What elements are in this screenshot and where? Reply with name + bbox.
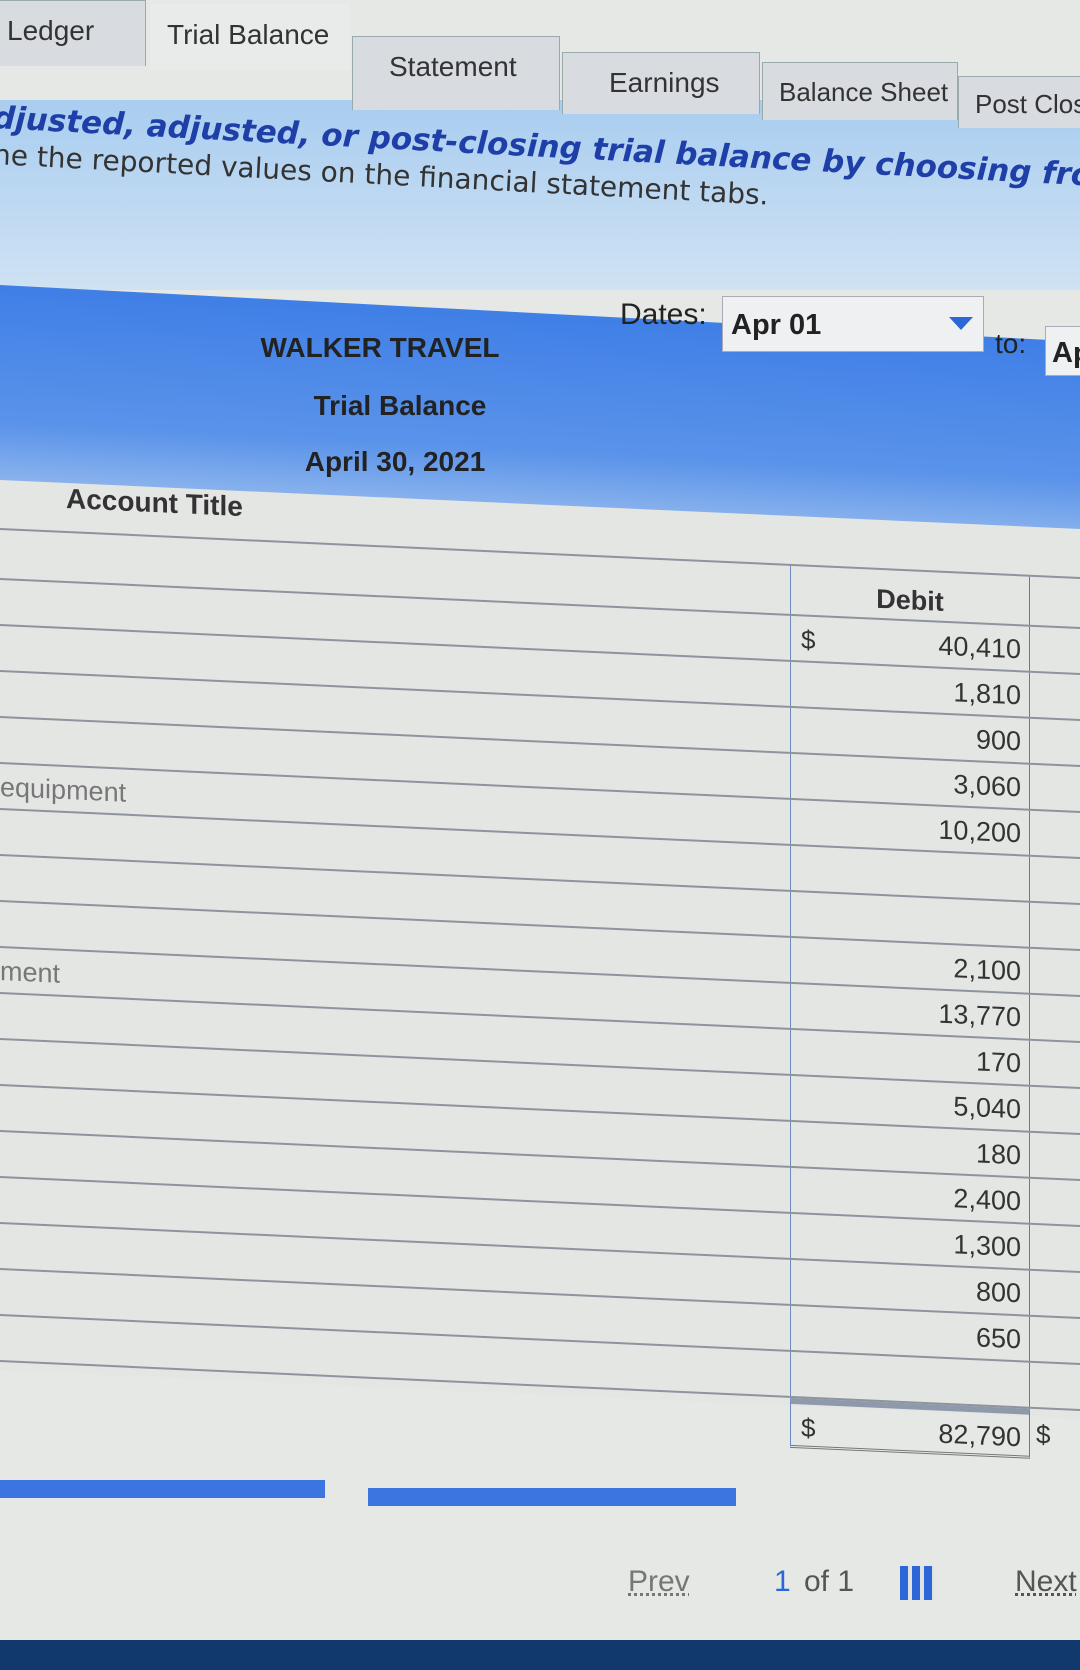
debit-value: 2,400 xyxy=(953,1183,1021,1217)
taskbar xyxy=(0,1640,1080,1670)
debit-value: 3,060 xyxy=(953,769,1021,803)
report-title: Trial Balance xyxy=(313,390,487,421)
date-from-value: Apr 01 xyxy=(731,309,822,341)
debit-value: 5,040 xyxy=(953,1091,1021,1125)
tab-balance-sheet[interactable]: Balance Sheet xyxy=(762,62,958,120)
date-from-dropdown[interactable]: Apr 01 xyxy=(722,296,984,352)
tab-label: Post Clos xyxy=(975,89,1080,119)
debit-total: 82,790 xyxy=(938,1418,1021,1453)
account-title-cell[interactable]: equipment xyxy=(0,772,127,808)
next-link[interactable]: Next xyxy=(1015,1565,1077,1598)
debit-value: 10,200 xyxy=(938,814,1021,849)
report-date: April 30, 2021 xyxy=(304,446,486,477)
prev-link[interactable]: Prev xyxy=(628,1565,690,1598)
debit-value: 650 xyxy=(975,1322,1021,1355)
debit-value: 170 xyxy=(975,1046,1021,1079)
tab-label: Ledger xyxy=(7,15,95,46)
currency-symbol: $ xyxy=(801,624,816,656)
date-to-value: Ap xyxy=(1052,337,1080,369)
grid-icon[interactable] xyxy=(900,1566,934,1600)
debit-value: 180 xyxy=(975,1138,1021,1171)
debit-total-cell: $82,790 xyxy=(790,1397,1030,1459)
tab-earnings[interactable]: Earnings xyxy=(562,52,760,114)
company-name: WALKER TRAVEL xyxy=(260,332,500,363)
tab-label: Earnings xyxy=(609,67,720,98)
account-title-cell[interactable]: ment xyxy=(0,956,61,989)
action-bar-left[interactable] xyxy=(0,1480,325,1498)
date-to-dropdown[interactable]: Ap xyxy=(1045,326,1080,376)
tab-label: Balance Sheet xyxy=(779,77,949,107)
tab-post-closing[interactable]: Post Clos xyxy=(958,76,1080,128)
tab-label: Trial Balance xyxy=(167,19,330,50)
tab-ledger[interactable]: Ledger xyxy=(0,0,146,66)
debit-value: 40,410 xyxy=(938,630,1021,665)
chevron-down-icon xyxy=(949,317,973,330)
trial-balance-table: Account Title Debit $40,410 1,810 900 3,… xyxy=(0,480,1080,1460)
debit-value: 800 xyxy=(975,1276,1021,1309)
currency-symbol: $ xyxy=(801,1412,816,1444)
debit-value: 13,770 xyxy=(938,998,1021,1033)
tab-statement[interactable]: Statement xyxy=(352,36,560,110)
instruction-band xyxy=(0,100,1080,290)
debit-value: 1,810 xyxy=(953,677,1021,711)
debit-value: 2,100 xyxy=(953,953,1021,987)
page-current: 1 xyxy=(774,1565,791,1598)
tab-label: Statement xyxy=(389,51,517,82)
debit-value: 1,300 xyxy=(953,1229,1021,1263)
dates-label: Dates: xyxy=(620,298,707,331)
account-title-header: Account Title xyxy=(66,482,243,523)
credit-currency-symbol: $ xyxy=(1036,1419,1051,1450)
page-total: of 1 xyxy=(804,1565,855,1598)
action-bar-right[interactable] xyxy=(368,1488,736,1506)
tab-trial-balance[interactable]: Trial Balance xyxy=(150,4,350,70)
to-label: to: xyxy=(995,328,1027,359)
debit-value: 900 xyxy=(975,724,1021,757)
tab-bar: Ledger Trial Balance Statement Earnings … xyxy=(0,0,1080,128)
